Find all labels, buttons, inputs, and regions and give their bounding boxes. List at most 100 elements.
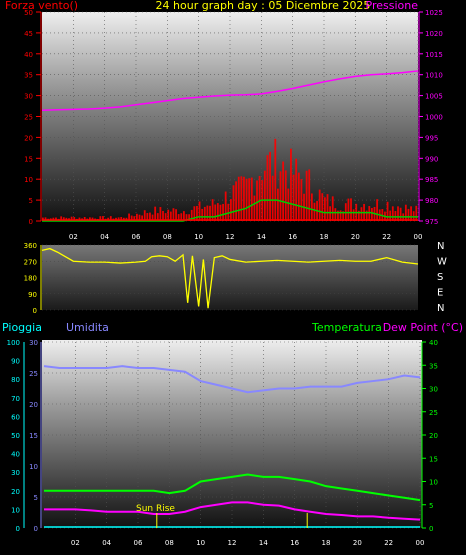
p1-right-tick-label: 1010 [425,72,443,80]
p1-gust-bar [357,210,360,221]
p1-gust-bar [277,188,279,221]
p3-temp-tick-label: 25 [429,409,438,417]
p1-gust-bar [102,216,104,221]
p1-gust-bar [117,217,120,221]
p1-right-tick-label: 1025 [425,9,443,17]
p1-gust-bar [154,206,157,221]
p1-right-tick-label: 995 [425,134,438,142]
p1-gust-bar [172,208,175,221]
p1-left-tick-label: 45 [24,30,33,38]
p1-gust-bar [295,158,298,221]
p1-right-tick-label: 990 [425,155,438,163]
p2-tick-label: 90 [28,291,37,299]
p1-time-tick-label: 20 [351,233,360,241]
p1-time-tick-label: 22 [382,233,391,241]
p1-gust-bar [337,210,339,221]
p1-gust-bar [120,217,123,221]
temperature-axis-label: Temperatura [311,321,382,334]
p1-gust-bar [321,193,324,221]
p1-gust-bar [258,175,261,221]
p1-left-tick-label: 35 [24,72,33,80]
p1-gust-bar [318,189,321,221]
p1-gust-bar [62,217,65,221]
p3-time-tick-label: 14 [259,539,268,547]
p1-gust-bar [203,206,206,221]
p3-time-tick-label: 18 [322,539,331,547]
p1-left-tick-label: 5 [29,197,33,205]
p1-gust-bar [198,201,201,221]
p1-time-tick-label: 16 [288,233,297,241]
p1-time-tick-label: 08 [163,233,172,241]
p1-gust-bar [394,210,397,221]
p1-gust-bar [162,210,164,221]
p3-humidity-line [43,365,421,394]
dewpoint-axis-label: Dew Point (°C) [383,321,463,334]
p2-compass-label: E [437,288,443,299]
p1-time-tick-label: 06 [132,233,141,241]
p1-gust-bar [290,148,292,221]
p2-compass-label: N [437,241,444,252]
p1-left-tick-label: 30 [24,93,33,101]
pressure-axis-label: Pressione [366,0,419,12]
p1-right-tick-label: 1015 [425,51,443,59]
p1-gust-bar [410,206,412,221]
chart-title: 24 hour graph day : 05 Dicembre 2025 [156,0,371,12]
p3-temperature-line [44,473,421,502]
p1-gust-bar [164,213,167,221]
p1-gust-bar [151,214,154,221]
p1-gust-bar [138,214,141,221]
p1-gust-bar [196,206,198,221]
p1-gust-bar [169,211,172,221]
p1-right-tick-label: 980 [425,197,438,205]
p3-temp-tick-label: 5 [429,502,433,510]
p1-gust-bar [287,188,290,221]
p1-gust-bar [352,209,355,221]
p3-time-tick-label: 02 [71,539,80,547]
p1-left-tick-label: 20 [24,134,33,142]
p1-gust-bar [222,203,224,221]
p3-rain-tick-label: 0 [16,525,20,533]
p3-time-tick-label: 00 [416,539,425,547]
p3-temp-tick-label: 15 [429,455,438,463]
p1-gust-bar [214,204,217,221]
p3-temp-tick-label: 30 [429,386,438,394]
p1-gust-bar [250,177,253,221]
p1-time-tick-label: 04 [100,233,109,241]
p3-hum-tick-label: 5 [34,494,38,502]
p1-gust-bar [185,214,188,221]
p1-gust-bar [292,174,295,221]
p1-gust-bar [141,215,144,221]
p1-right-tick-label: 985 [425,176,438,184]
p1-gust-bar [243,176,245,221]
p1-gust-bar [334,208,337,221]
p3-rain-tick-label: 90 [11,358,20,366]
p3-time-tick-label: 12 [228,539,237,547]
p3-time-tick-label: 04 [102,539,111,547]
p3-hum-tick-label: 30 [29,339,38,347]
p1-avg-wind-line [42,199,418,222]
p1-gust-bar [329,206,332,221]
p1-gust-bar [70,216,73,221]
p1-gust-bar [300,179,303,221]
p1-gust-bar [404,204,407,221]
p1-gust-bar [180,213,183,221]
p1-gust-bar [371,207,373,221]
p3-hum-tick-label: 10 [29,463,38,471]
p1-gust-bar [324,197,326,221]
sun-rise-label: Sun Rise [136,504,175,514]
p1-gust-bar [216,203,219,221]
p3-time-tick-label: 10 [196,539,205,547]
p3-temp-tick-label: 20 [429,432,438,440]
p3-time-tick-label: 06 [134,539,143,547]
p2-direction-line [41,247,419,309]
p1-time-tick-label: 00 [414,233,423,241]
p3-time-tick-label: 16 [290,539,299,547]
p1-gust-bar [99,216,102,221]
p1-gust-bar [360,207,363,221]
p1-gust-bar [313,202,316,221]
p1-left-tick-label: 10 [24,176,33,184]
p1-gust-bar [206,205,209,221]
p1-gust-bar [263,170,266,221]
p1-gust-bar [386,201,389,221]
p2-tick-label: 360 [24,242,37,250]
